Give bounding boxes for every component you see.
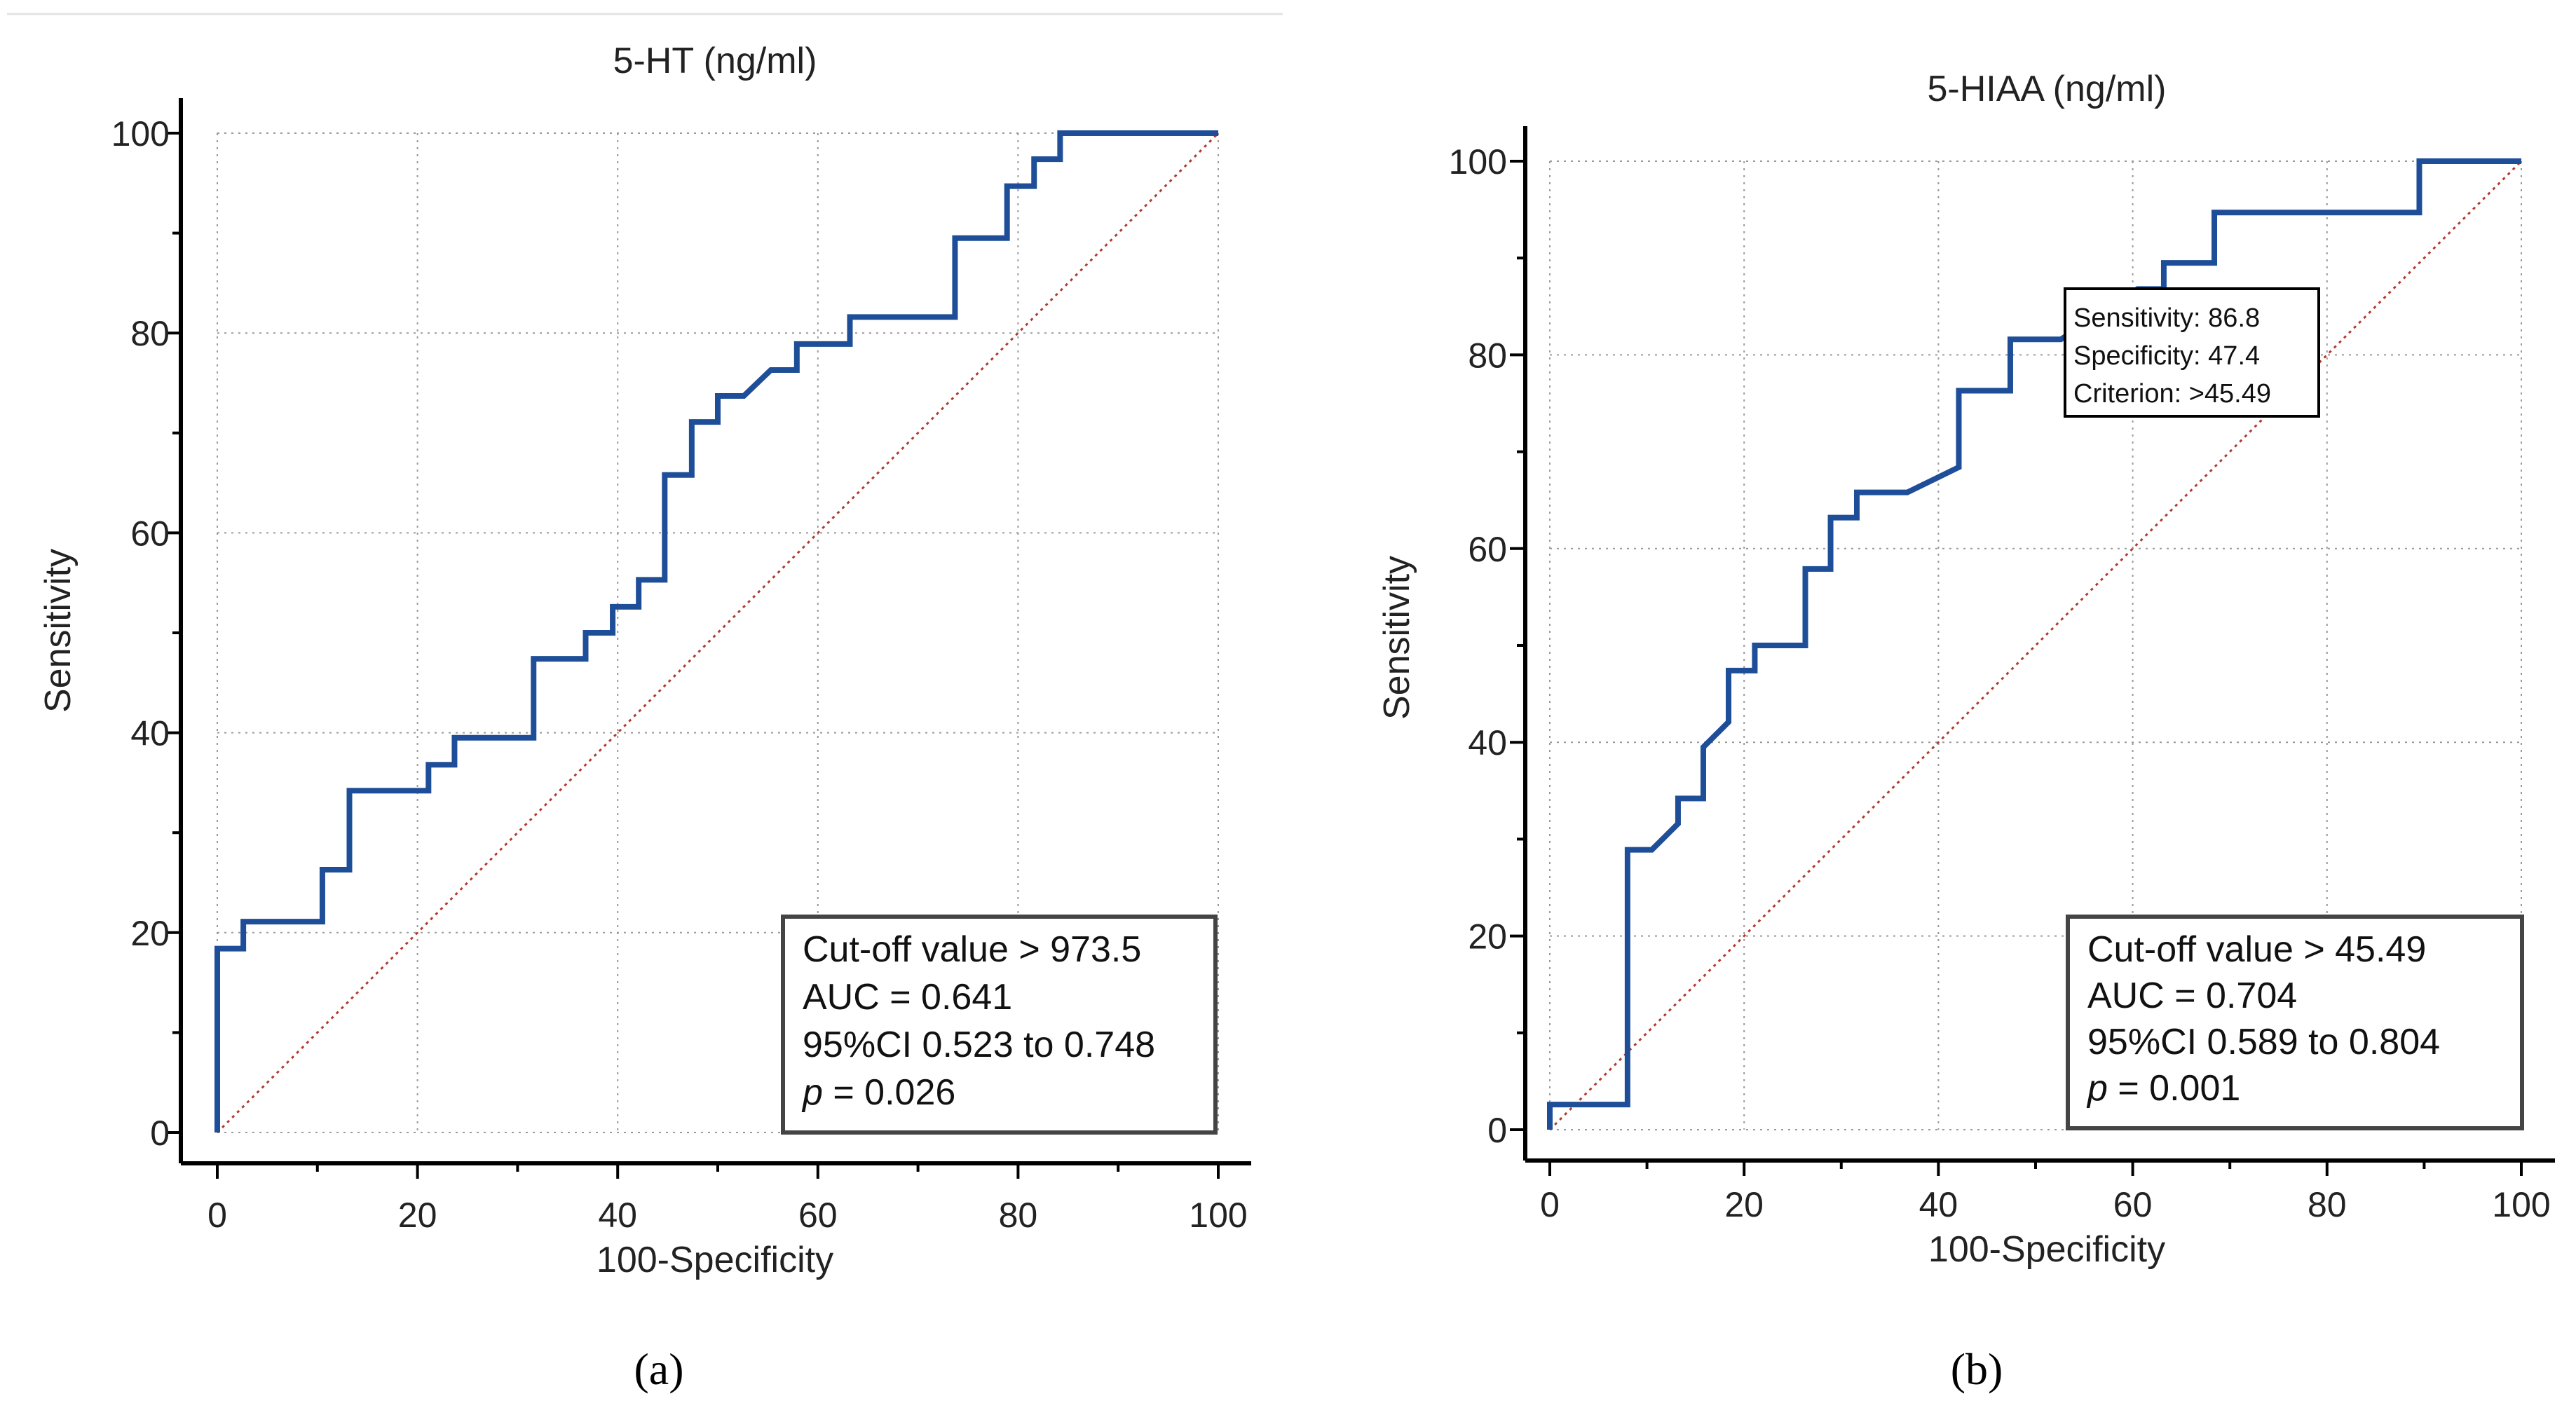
y-tick-label-60: 60 [1468, 530, 1507, 569]
cutoff-text: Cut-off value > 45.49 [2087, 929, 2426, 970]
x-axis-label: 100-Specificity [597, 1240, 833, 1280]
panel-label-b: (b) [1951, 1344, 2003, 1394]
y-axis-label: Sensitivity [38, 549, 79, 713]
y-tick-label-100: 100 [1449, 142, 1507, 182]
criterion-tooltip: Sensitivity: 86.8 Specificity: 47.4 Crit… [2064, 287, 2320, 418]
panel-label-a: (a) [634, 1344, 683, 1394]
x-tick-label-60: 60 [2113, 1185, 2153, 1224]
cutoff-text: Cut-off value > 973.5 [803, 929, 1141, 970]
x-tick-label-0: 0 [207, 1196, 227, 1235]
x-axis-label: 100-Specificity [1928, 1229, 2165, 1270]
results-box-frame [2066, 915, 2524, 1130]
y-ticks: 0 20 40 60 80 100 [111, 114, 181, 1153]
x-tick-label-100: 100 [2492, 1185, 2550, 1224]
tooltip-specificity: Specificity: 47.4 [2073, 341, 2260, 371]
y-tick-label-80: 80 [1468, 336, 1507, 375]
p-value-text: p = 0.001 [2086, 1068, 2240, 1109]
chart-title: 5-HT (ng/ml) [613, 41, 817, 81]
x-tick-label-40: 40 [1919, 1185, 1958, 1224]
results-box-frame [781, 915, 1218, 1135]
panel-a: 5-HT (ng/ml) 0 20 40 60 80 100 0 20 40 60 80 100 1… [7, 13, 1283, 1394]
x-tick-label-80: 80 [2308, 1185, 2347, 1224]
y-ticks: 0 20 40 60 80 100 [1449, 142, 1525, 1150]
auc-text: AUC = 0.704 [2087, 976, 2297, 1016]
x-tick-label-20: 20 [398, 1196, 437, 1235]
tooltip-criterion: Criterion: >45.49 [2073, 379, 2271, 409]
x-tick-label-0: 0 [1540, 1185, 1560, 1224]
y-tick-label-20: 20 [130, 914, 170, 953]
tooltip-sensitivity: Sensitivity: 86.8 [2073, 303, 2260, 333]
y-tick-label-60: 60 [130, 514, 170, 553]
y-tick-label-100: 100 [111, 114, 170, 153]
x-tick-label-100: 100 [1189, 1196, 1247, 1235]
y-tick-label-0: 0 [1487, 1111, 1507, 1150]
p-symbol: p [2086, 1068, 2108, 1109]
tooltip-frame [2064, 287, 2320, 418]
results-box: Cut-off value > 973.5 AUC = 0.641 95%CI … [781, 915, 1218, 1135]
y-tick-label-40: 40 [1468, 723, 1507, 762]
results-box: Cut-off value > 45.49 AUC = 0.704 95%CI … [2066, 915, 2524, 1130]
x-ticks: 0 20 40 60 80 100 [1540, 1161, 2551, 1224]
p-symbol: p [801, 1072, 823, 1113]
reference-line [1548, 160, 2523, 1131]
roc-curve [1547, 158, 2521, 1130]
auc-text: AUC = 0.641 [803, 977, 1012, 1018]
ci-text: 95%CI 0.523 to 0.748 [803, 1025, 1155, 1065]
x-tick-label-20: 20 [1724, 1185, 1764, 1224]
p-value-text: p = 0.026 [801, 1072, 955, 1113]
x-tick-label-80: 80 [999, 1196, 1038, 1235]
x-ticks: 0 20 40 60 80 100 [207, 1163, 1248, 1235]
p-value: = 0.001 [2108, 1068, 2240, 1109]
chart-title: 5-HIAA (ng/ml) [1928, 69, 2167, 109]
y-tick-label-80: 80 [130, 314, 170, 353]
x-tick-label-60: 60 [798, 1196, 838, 1235]
roc-curve [214, 130, 1218, 1132]
y-tick-label-0: 0 [150, 1114, 170, 1153]
y-tick-label-20: 20 [1468, 917, 1507, 957]
y-axis-label: Sensitivity [1377, 556, 1417, 720]
ci-text: 95%CI 0.589 to 0.804 [2087, 1022, 2440, 1062]
y-tick-label-40: 40 [130, 714, 170, 753]
p-value: = 0.026 [823, 1072, 955, 1113]
x-tick-label-40: 40 [598, 1196, 637, 1235]
panel-b: 5-HIAA (ng/ml) 0 20 40 60 80 100 0 20 40 60 80 100… [1377, 69, 2555, 1394]
reference-line [216, 132, 1220, 1134]
